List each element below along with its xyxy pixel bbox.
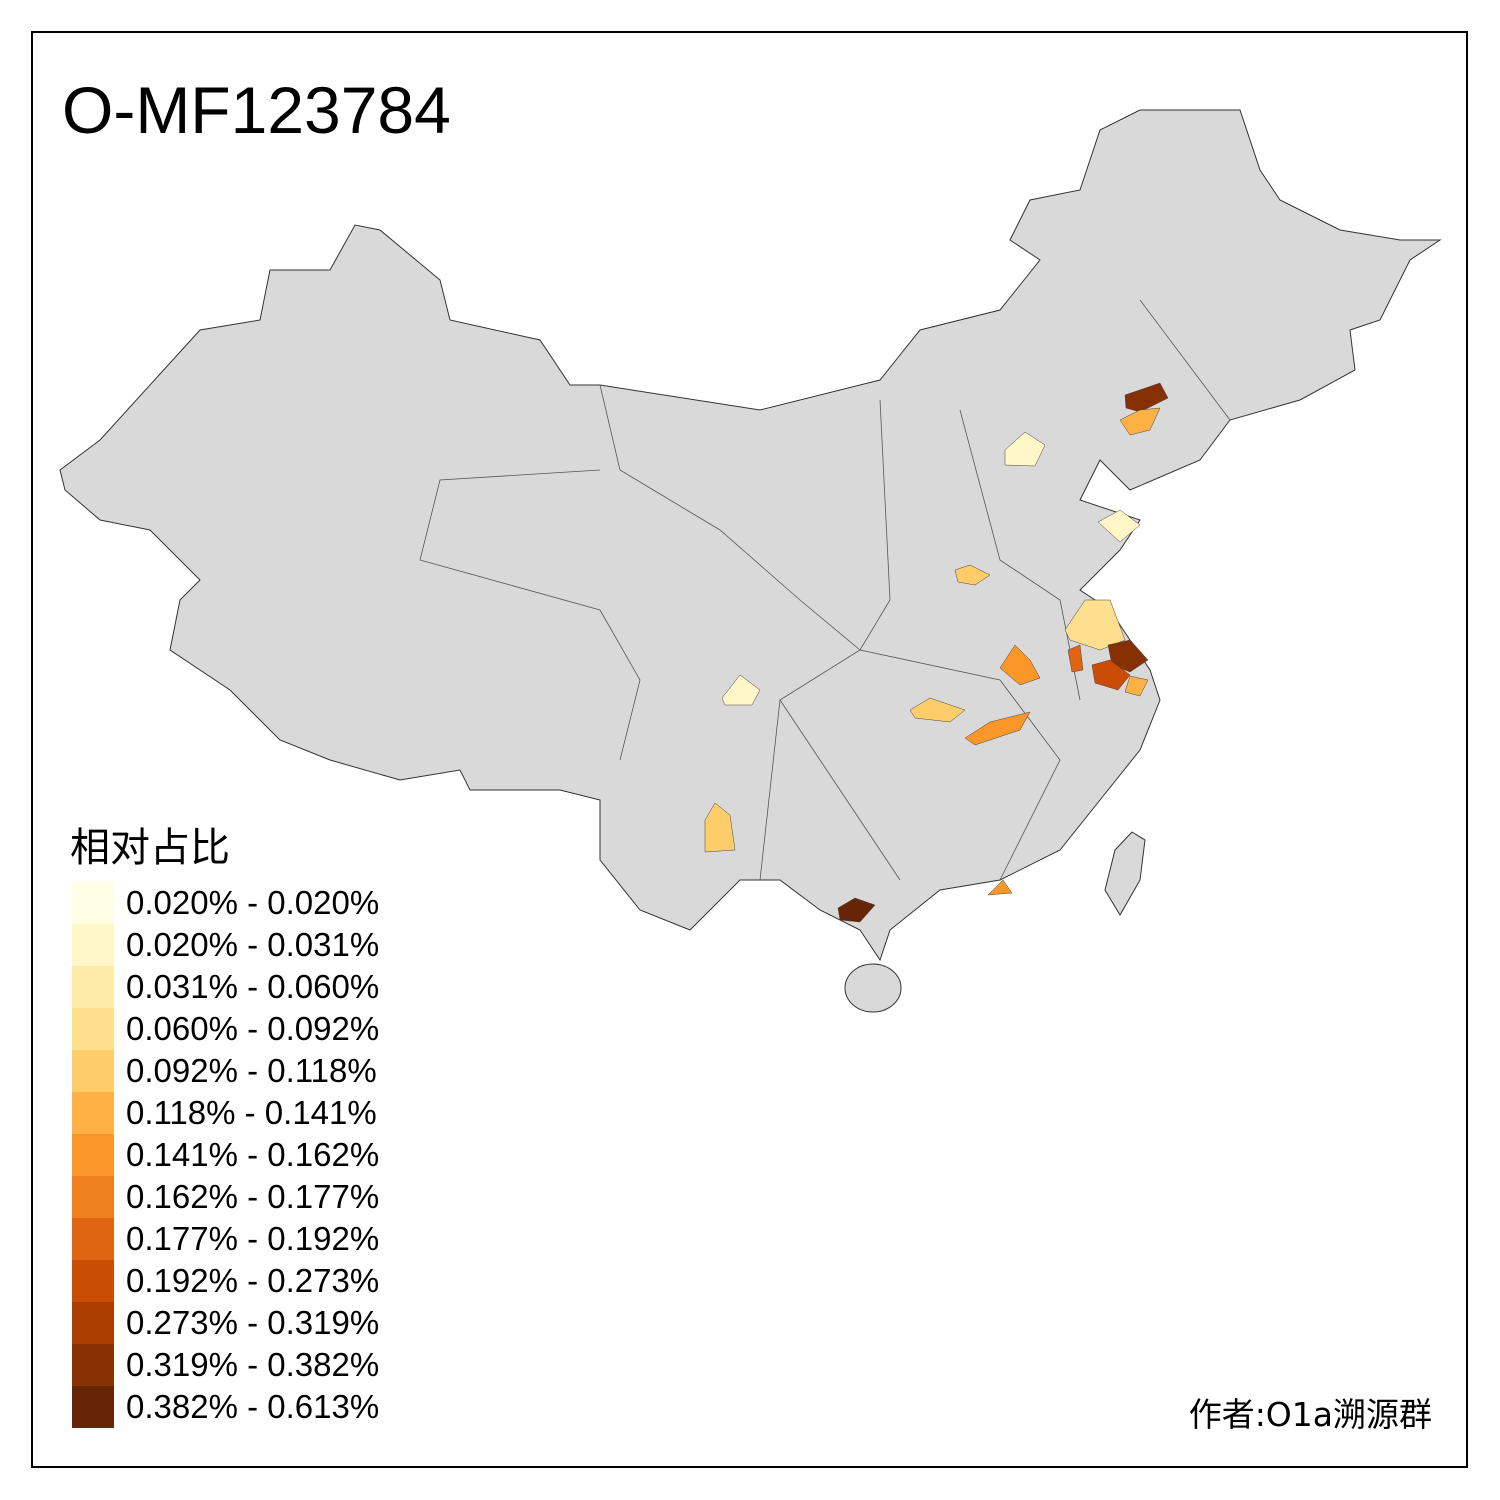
legend-swatch	[72, 1386, 114, 1428]
region-nanning	[837, 897, 876, 923]
region-wuhan-corridor	[964, 711, 1031, 746]
legend-item: 0.162% - 0.177%	[72, 1176, 379, 1218]
hainan-island	[844, 963, 902, 1013]
region-chengdu	[721, 674, 761, 706]
region-beijing	[1004, 431, 1046, 467]
china-outline	[59, 109, 1442, 962]
region-shenyang	[1124, 382, 1169, 413]
legend-swatch	[72, 1134, 114, 1176]
legend-item: 0.060% - 0.092%	[72, 1008, 379, 1050]
legend-swatch	[72, 1218, 114, 1260]
legend-label: 0.092% - 0.118%	[126, 1052, 377, 1089]
highlighted-regions	[704, 382, 1169, 923]
legend-label: 0.118% - 0.141%	[126, 1094, 377, 1131]
legend-swatch	[72, 1008, 114, 1050]
legend-item: 0.020% - 0.020%	[72, 882, 379, 924]
region-qingdao	[1097, 509, 1141, 543]
legend-label: 0.020% - 0.031%	[126, 926, 380, 963]
legend-swatch	[72, 924, 114, 966]
legend-item: 0.319% - 0.382%	[72, 1344, 379, 1386]
legend-label: 0.273% - 0.319%	[126, 1304, 380, 1341]
legend-swatch	[72, 1260, 114, 1302]
legend-label: 0.060% - 0.092%	[126, 1010, 380, 1047]
legend-item: 0.192% - 0.273%	[72, 1260, 379, 1302]
legend-item: 0.273% - 0.319%	[72, 1302, 379, 1344]
region-hubei	[909, 697, 966, 723]
region-changzhou	[1091, 659, 1131, 691]
legend-label: 0.382% - 0.613%	[126, 1388, 380, 1425]
legend-label: 0.031% - 0.060%	[126, 968, 380, 1005]
map-frame	[31, 31, 1468, 1468]
region-jiangsu-north	[1064, 599, 1126, 651]
legend-swatch	[72, 1092, 114, 1134]
legend-item: 0.092% - 0.118%	[72, 1050, 379, 1092]
legend-label: 0.162% - 0.177%	[126, 1178, 380, 1215]
legend: 0.020% - 0.020% 0.020% - 0.031% 0.031% - 0…	[72, 882, 379, 1428]
region-zhengzhou	[954, 564, 991, 586]
legend-item: 0.020% - 0.031%	[72, 924, 379, 966]
legend-item: 0.031% - 0.060%	[72, 966, 379, 1008]
region-nanjing	[1067, 644, 1084, 673]
legend-swatch	[72, 1344, 114, 1386]
legend-label: 0.192% - 0.273%	[126, 1262, 380, 1299]
province-borders	[419, 299, 1231, 881]
legend-swatch	[72, 1176, 114, 1218]
legend-swatch	[72, 966, 114, 1008]
legend-item: 0.177% - 0.192%	[72, 1218, 379, 1260]
legend-swatch	[72, 1050, 114, 1092]
legend-item: 0.382% - 0.613%	[72, 1386, 379, 1428]
author-credit: 作者:O1a溯源群	[1188, 1395, 1432, 1434]
legend-label: 0.319% - 0.382%	[126, 1346, 380, 1383]
map-title: O-MF123784	[62, 73, 451, 147]
region-hefei	[999, 644, 1041, 686]
legend-item: 0.118% - 0.141%	[72, 1092, 379, 1134]
legend-label: 0.177% - 0.192%	[126, 1220, 380, 1257]
region-shanghai	[1124, 675, 1149, 697]
region-shenzhen	[987, 879, 1013, 896]
region-kunming	[704, 802, 736, 853]
legend-item: 0.141% - 0.162%	[72, 1134, 379, 1176]
legend-swatch	[72, 882, 114, 924]
legend-title: 相对占比	[70, 825, 230, 871]
taiwan-island	[1104, 831, 1146, 916]
legend-label: 0.141% - 0.162%	[126, 1136, 380, 1173]
legend-label: 0.020% - 0.020%	[126, 884, 380, 921]
legend-swatch	[72, 1302, 114, 1344]
region-dalian	[1119, 407, 1161, 436]
